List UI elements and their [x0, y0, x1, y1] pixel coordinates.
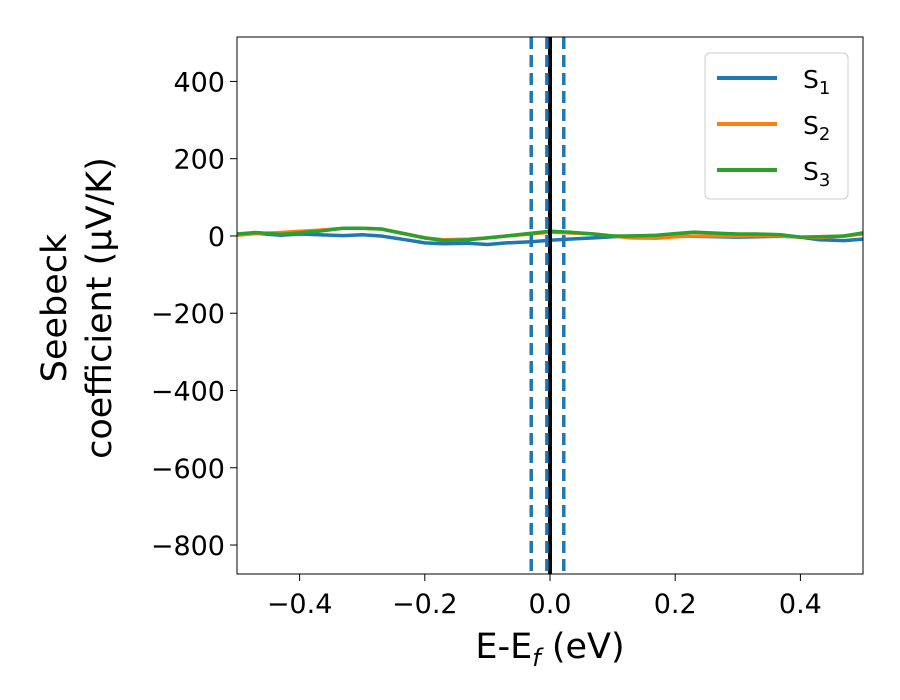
x-tick-label: −0.2: [392, 589, 458, 620]
y-axis-title: Seebeck coefficient (μV/K): [35, 157, 120, 459]
y-axis-title-line1: Seebeck: [35, 233, 75, 382]
legend: S1 S2 S3: [704, 52, 849, 200]
y-tick-label: −200: [151, 299, 225, 330]
reference-lines: [529, 37, 566, 574]
legend-label-s3: S3: [803, 157, 830, 191]
y-tick-label: −600: [151, 454, 225, 485]
x-axis: −0.4 −0.2 0.0 0.2 0.4: [267, 574, 822, 620]
x-tick-label: 0.2: [654, 589, 697, 620]
y-tick-label: 400: [173, 67, 225, 98]
y-axis-title-line2: coefficient (μV/K): [80, 157, 120, 459]
x-tick-label: −0.4: [267, 589, 333, 620]
y-axis: 400 200 0 −200 −400 −600 −800: [151, 67, 237, 562]
legend-label-s2: S2: [803, 111, 830, 145]
x-tick-label: 0.4: [779, 589, 822, 620]
x-tick-label: 0.0: [529, 589, 572, 620]
legend-label-s1: S1: [803, 65, 830, 99]
y-tick-label: −400: [151, 376, 225, 407]
y-tick-label: 200: [173, 145, 225, 176]
y-tick-label: −800: [151, 531, 225, 562]
y-tick-label: 0: [208, 222, 225, 253]
x-axis-title: E-Ef (eV): [475, 627, 624, 672]
